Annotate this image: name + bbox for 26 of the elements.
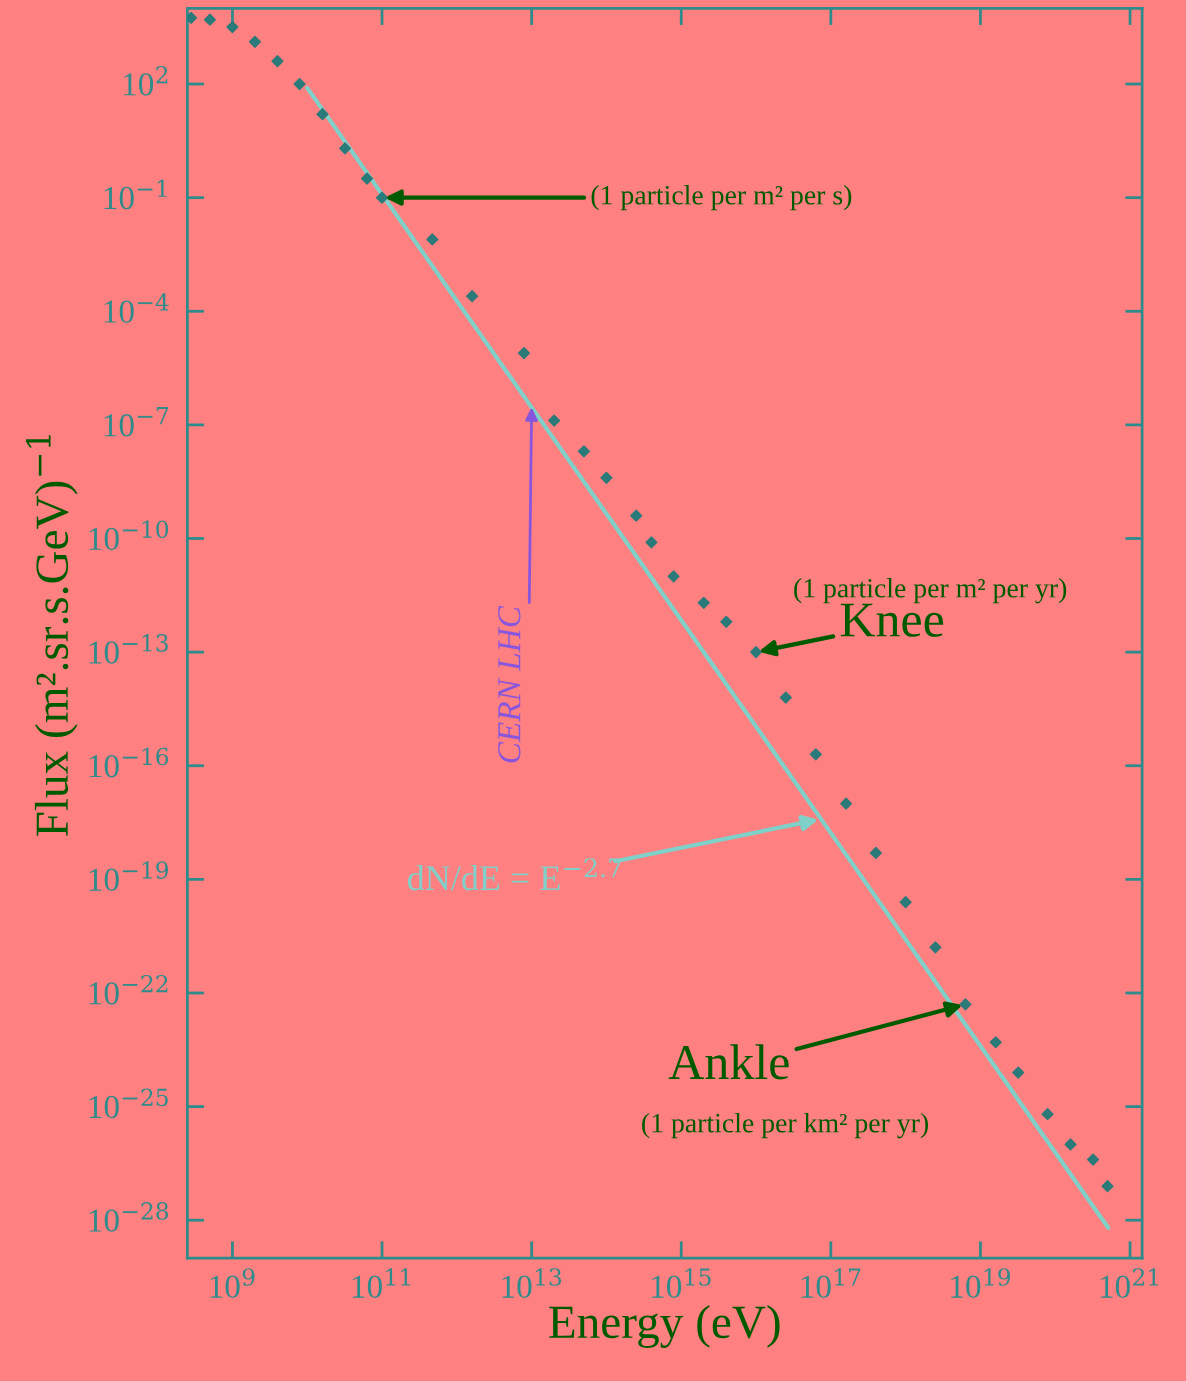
x-tick-label: 10$^{11}$ [352, 1268, 410, 1298]
y-tick-label: 10$^{−1}$ [104, 179, 167, 210]
y-tick-label: 10$^{−25}$ [89, 1088, 168, 1119]
annotation: (1 particle per km² per yr) [642, 1112, 928, 1139]
y-axis-title: Flux (m².sr.s.GeV)$^{−1}$ [25, 435, 78, 837]
annotation: Ankle [668, 1044, 789, 1080]
annotation: CERN LHC [498, 605, 521, 763]
annotation: (1 particle per m² per yr) [794, 578, 1067, 604]
y-tick-label: 10$^{−7}$ [104, 407, 169, 437]
y-tick-label: 10$^{−22}$ [89, 974, 168, 1005]
y-tick-label: 10$^{−19}$ [89, 861, 169, 892]
x-tick-label: 10$^{13}$ [502, 1268, 562, 1298]
x-axis-title: Energy (eV) [549, 1304, 780, 1348]
x-tick-label: 10$^{15}$ [652, 1268, 711, 1298]
y-tick-label: 10$^{−13}$ [89, 634, 168, 664]
x-tick-label: 10$^{17}$ [801, 1268, 861, 1298]
y-tick-label: 10$^{−16}$ [89, 747, 169, 778]
y-tick-label: 10$^{2}$ [123, 65, 168, 96]
y-tick-label: 10$^{−4}$ [104, 293, 169, 323]
annotation: Knee [840, 603, 944, 637]
x-tick-label: 10$^{9}$ [210, 1268, 255, 1298]
x-tick-label: 10$^{19}$ [951, 1268, 1011, 1298]
annotation: (1 particle per m² per s) [591, 185, 852, 211]
x-tick-label: 10$^{21}$ [1100, 1268, 1158, 1298]
y-tick-label: 10$^{−10}$ [89, 520, 169, 551]
y-tick-label: 10$^{−28}$ [89, 1202, 169, 1232]
